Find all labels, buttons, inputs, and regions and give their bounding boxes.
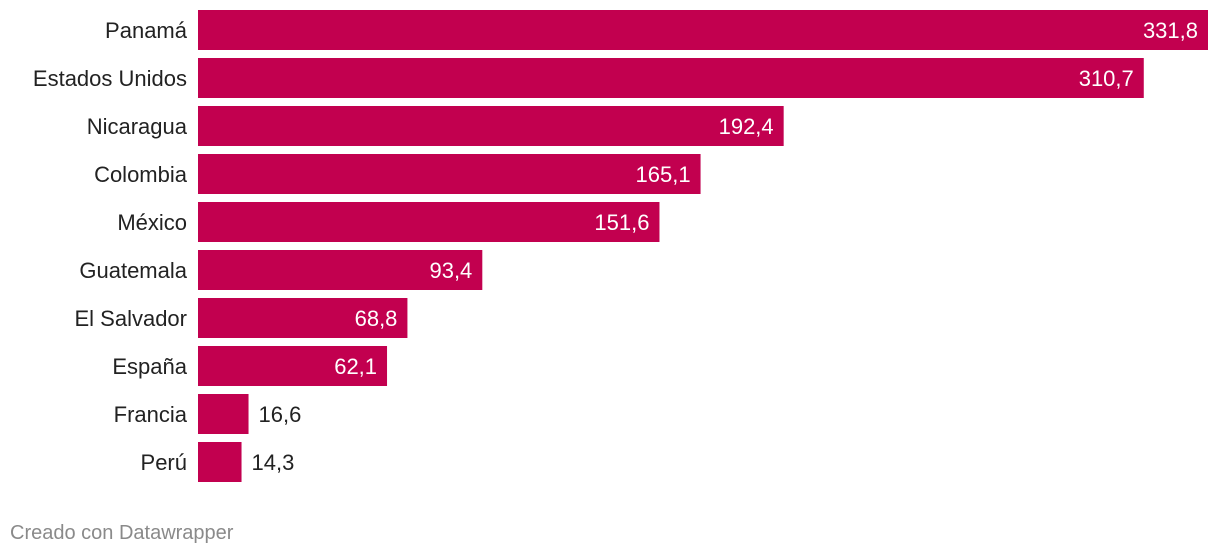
- category-label: Nicaragua: [87, 114, 188, 139]
- value-label: 310,7: [1079, 66, 1134, 91]
- bar: [198, 394, 249, 434]
- value-label: 165,1: [636, 162, 691, 187]
- category-label: España: [112, 354, 187, 379]
- datawrapper-credit[interactable]: Creado con Datawrapper: [10, 522, 234, 544]
- bar: [198, 346, 388, 386]
- bar: [198, 250, 483, 290]
- bar: [198, 202, 660, 242]
- value-label: 192,4: [719, 114, 774, 139]
- category-label: Panamá: [105, 18, 188, 43]
- value-label: 14,3: [252, 450, 295, 475]
- value-label: 62,1: [334, 354, 377, 379]
- category-label: Guatemala: [79, 258, 187, 283]
- bar: [198, 298, 408, 338]
- bar: [198, 154, 701, 194]
- category-label: Estados Unidos: [33, 66, 187, 91]
- value-label: 16,6: [259, 402, 302, 427]
- bar-chart: Panamá 331,8 Estados Unidos 310,7 Nicaragua 1…: [33, 10, 1208, 482]
- value-label: 93,4: [429, 258, 472, 283]
- category-label: México: [117, 210, 187, 235]
- bar: [198, 106, 784, 146]
- category-label: El Salvador: [74, 306, 187, 331]
- value-label: 151,6: [594, 210, 649, 235]
- category-label: Francia: [114, 402, 188, 427]
- bar: [198, 58, 1144, 98]
- bar: [198, 442, 242, 482]
- category-label: Perú: [141, 450, 187, 475]
- bar: [198, 10, 1208, 50]
- value-label: 331,8: [1143, 18, 1198, 43]
- value-label: 68,8: [355, 306, 398, 331]
- category-label: Colombia: [94, 162, 188, 187]
